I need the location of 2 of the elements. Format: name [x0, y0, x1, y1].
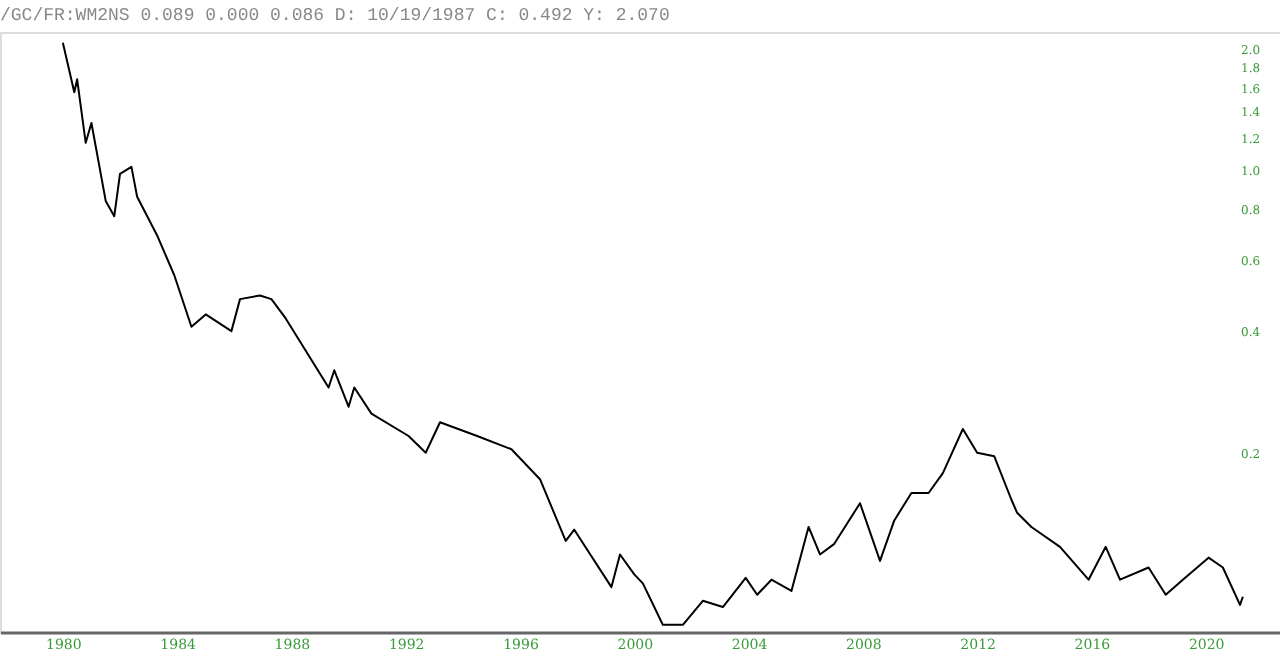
line-series: [61, 41, 1244, 626]
chart-title: /GC/FR:WM2NS 0.089 0.000 0.086 D: 10/19/1987 C: 0.492 Y: 2.070: [0, 6, 670, 26]
